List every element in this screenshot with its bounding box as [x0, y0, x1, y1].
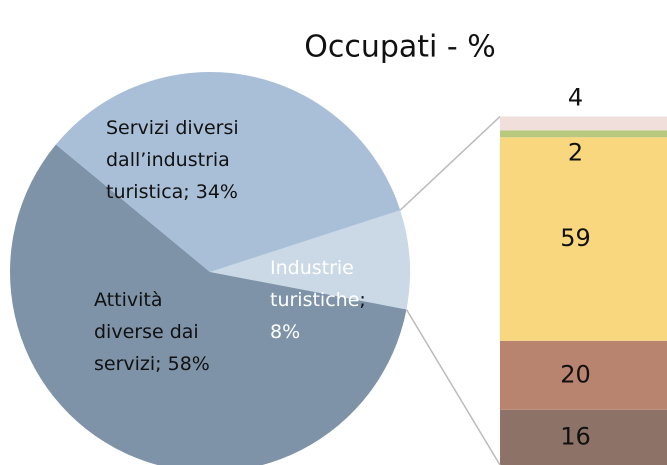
bar-segment [500, 130, 667, 138]
pie-label: Attività diverse dai servizi; 58% [94, 289, 210, 375]
bar-label: 4 [568, 84, 583, 112]
pie-label: Servizi diversi dall’industria turistica… [106, 117, 245, 203]
chart-title: Occupati - % [304, 30, 496, 65]
bar-segment [500, 409, 667, 465]
bar-segment [500, 340, 667, 410]
pie-label: Industrie turistiche; 8% [270, 257, 372, 343]
bar-label: 16 [560, 422, 591, 450]
bar-label: 20 [560, 360, 591, 388]
connector [399, 116, 501, 211]
bar-segment [500, 116, 667, 131]
bar-label: 2 [568, 138, 583, 166]
bar-segment [500, 137, 667, 341]
bar-label: 59 [560, 224, 591, 252]
pie-slice [210, 210, 410, 310]
pie-slice [55, 72, 401, 272]
pie-slice [10, 144, 407, 465]
connector [405, 309, 501, 465]
